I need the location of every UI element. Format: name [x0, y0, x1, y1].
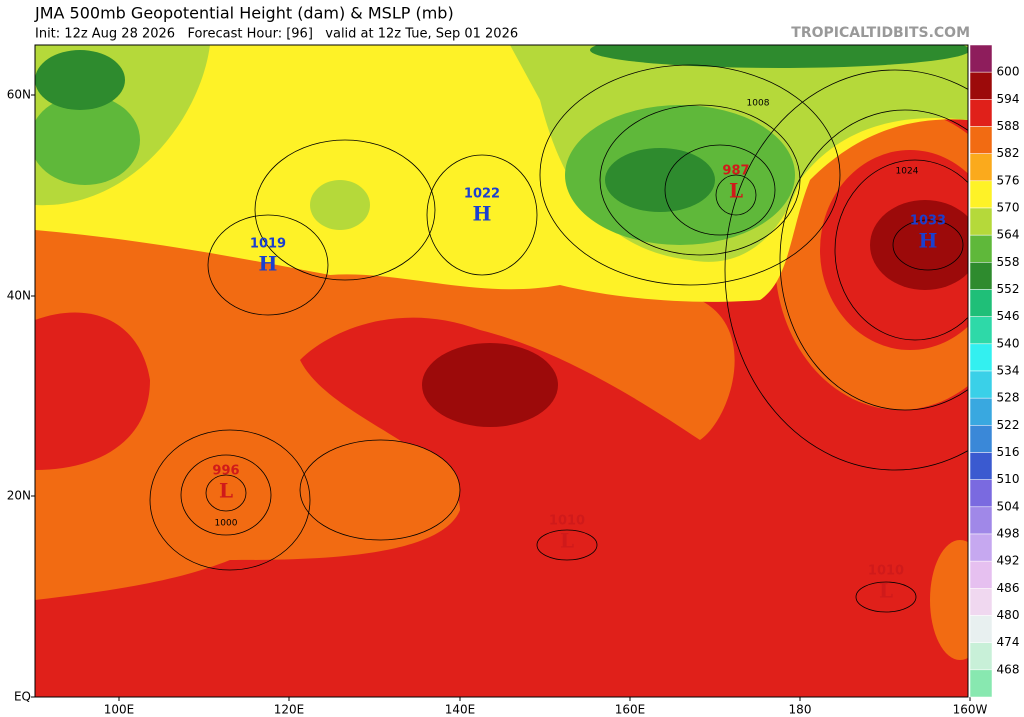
- colorbar-swatch: [969, 588, 993, 616]
- colorbar-swatch: [969, 44, 993, 73]
- center-value: 1019: [250, 237, 286, 252]
- lat-label: 60N: [7, 88, 31, 102]
- colorbar-swatch: [969, 234, 993, 263]
- colorbar-swatch: [969, 397, 993, 426]
- colorbar-swatch: [969, 289, 993, 317]
- lon-label: 140E: [445, 703, 476, 717]
- colorbar-swatch: [969, 71, 993, 100]
- lon-label: 120E: [274, 703, 305, 717]
- colorbar-label: 480: [997, 608, 1020, 622]
- colorbar-swatch: [969, 642, 993, 671]
- lon-label: 160E: [615, 703, 646, 717]
- center-value: 1033: [910, 214, 946, 229]
- contour-label: 1000: [215, 519, 238, 529]
- colorbar-swatch: [969, 262, 993, 290]
- colorbar-label: 540: [997, 336, 1020, 350]
- map-fields: [35, 45, 968, 697]
- colorbar-swatch: [969, 370, 993, 399]
- colorbar-label: 570: [997, 201, 1020, 215]
- title: JMA 500mb Geopotential Height (dam) & MS…: [34, 4, 454, 23]
- colorbar-label: 576: [997, 173, 1020, 187]
- center-symbol: H: [919, 229, 938, 253]
- colorbar-label: 582: [997, 146, 1020, 160]
- colorbar-swatch: [969, 479, 993, 508]
- colorbar-swatch: [969, 126, 993, 154]
- colorbar-swatch: [969, 425, 993, 453]
- center-value: 1022: [464, 187, 500, 202]
- colorbar-label: 498: [997, 527, 1020, 541]
- colorbar-label: 552: [997, 282, 1020, 296]
- center-symbol: H: [473, 202, 492, 226]
- colorbar-label: 594: [997, 92, 1020, 106]
- center-symbol: L: [879, 579, 893, 603]
- colorbar-label: 546: [997, 309, 1020, 323]
- colorbar-label: 528: [997, 391, 1020, 405]
- colorbar-swatch: [969, 615, 993, 643]
- colorbar-swatch: [969, 669, 993, 698]
- contour-label: 1008: [747, 99, 770, 109]
- center-value: 987: [722, 164, 749, 179]
- colorbar-label: 492: [997, 554, 1020, 568]
- colorbar-label: 486: [997, 581, 1020, 595]
- lon-label: 180: [789, 703, 812, 717]
- colorbar-label: 588: [997, 119, 1020, 133]
- colorbar-label: 558: [997, 255, 1020, 269]
- center-value: 1010: [549, 514, 585, 529]
- colorbar-label: 516: [997, 445, 1020, 459]
- colorbar-label: 468: [997, 662, 1020, 676]
- lon-label: 160W: [953, 703, 988, 717]
- colorbar-label: 600: [997, 65, 1020, 79]
- colorbar-label: 534: [997, 364, 1020, 378]
- colorbar-label: 504: [997, 499, 1020, 513]
- center-symbol: L: [560, 529, 574, 553]
- colorbar-swatch: [969, 452, 993, 480]
- colorbar-label: 510: [997, 472, 1020, 486]
- colorbar-label: 474: [997, 635, 1020, 649]
- center-symbol: L: [219, 479, 233, 503]
- colorbar-swatch: [969, 533, 993, 562]
- colorbar-swatch: [969, 99, 993, 127]
- source: TROPICALTIDBITS.COM: [791, 25, 970, 41]
- colorbar-swatch: [969, 343, 993, 372]
- lon-label: 100E: [104, 703, 135, 717]
- colorbar-swatch: [969, 153, 993, 182]
- center-value: 1010: [868, 564, 904, 579]
- subtitle: Init: 12z Aug 28 2026 Forecast Hour: [96…: [35, 27, 518, 42]
- center-symbol: L: [729, 179, 743, 203]
- center-symbol: H: [259, 252, 278, 276]
- colorbar-swatch: [969, 180, 993, 209]
- contour-label: 1024: [896, 167, 919, 177]
- lat-label: 40N: [7, 289, 31, 303]
- colorbar-swatch: [969, 560, 993, 589]
- center-value: 996: [212, 464, 239, 479]
- colorbar-swatch: [969, 506, 993, 535]
- colorbar-label: 522: [997, 418, 1020, 432]
- colorbar-label: 564: [997, 228, 1020, 242]
- colorbar-swatch: [969, 316, 993, 345]
- lat-label: EQ: [14, 690, 31, 704]
- lat-label: 20N: [7, 489, 31, 503]
- colorbar-swatch: [969, 207, 993, 236]
